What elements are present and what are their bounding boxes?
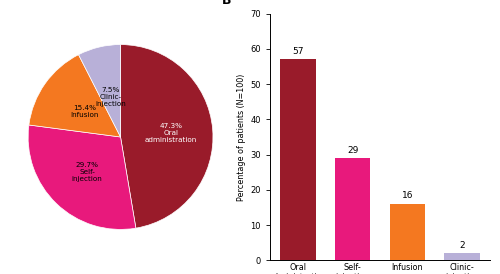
Bar [444, 253, 480, 260]
Text: 7.5%
Clinic-
injection: 7.5% Clinic- injection [96, 87, 126, 107]
Y-axis label: Percentage of patients (N=100): Percentage of patients (N=100) [237, 73, 246, 201]
Text: B: B [222, 0, 231, 7]
Wedge shape [29, 55, 120, 137]
Bar [280, 59, 316, 260]
Text: 15.4%
Infusion: 15.4% Infusion [70, 105, 98, 118]
Text: 2: 2 [460, 241, 465, 250]
Wedge shape [78, 45, 120, 137]
Bar [390, 204, 425, 260]
Text: 57: 57 [292, 47, 304, 56]
Bar [334, 158, 370, 260]
Wedge shape [28, 125, 136, 229]
Text: 29: 29 [347, 145, 358, 155]
Wedge shape [120, 45, 213, 228]
Text: 47.3%
Oral
administration: 47.3% Oral administration [145, 123, 198, 143]
Text: 29.7%
Self-
injection: 29.7% Self- injection [72, 162, 102, 182]
Text: 16: 16 [402, 192, 413, 200]
